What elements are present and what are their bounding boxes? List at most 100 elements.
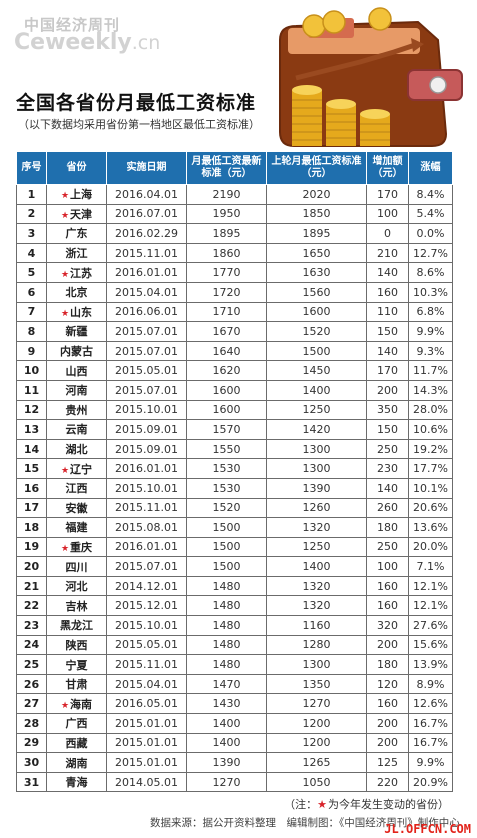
logo-wordmark: Ceweekly (14, 30, 132, 55)
cell-new-wage-text: 1950 (212, 207, 241, 221)
cell-no: 6 (16, 281, 47, 303)
cell-rate-text: 7.1% (416, 560, 445, 574)
cell-rate: 10.3% (408, 281, 453, 303)
cell-no: 21 (16, 575, 47, 597)
cell-old-wage: 1390 (266, 477, 367, 499)
cell-date: 2014.05.01 (106, 771, 187, 793)
cell-no-text: 13 (23, 422, 40, 436)
cell-increase: 150 (366, 321, 409, 342)
cell-rate: 10.1% (408, 477, 453, 499)
cell-new-wage-text: 1570 (212, 422, 241, 436)
cell-no-text: 25 (23, 658, 40, 672)
cell-old-wage-text: 1650 (302, 246, 331, 260)
cell-new-wage: 1550 (186, 438, 267, 460)
cell-new-wage: 1500 (186, 556, 267, 577)
cell-no: 17 (16, 497, 47, 519)
cell-new-wage-text: 1480 (212, 638, 241, 652)
cell-date: 2015.04.01 (106, 281, 187, 303)
cell-new-wage-text: 1270 (212, 775, 241, 789)
cell-increase: 0 (366, 223, 409, 244)
cell-province-text: 宁夏 (65, 658, 88, 672)
col-header-old-wage: 上轮月最低工资标准（元） (266, 151, 367, 185)
cell-increase-text: 250 (377, 540, 398, 554)
cell-rate: 28.0% (408, 399, 453, 421)
cell-old-wage: 1050 (266, 771, 367, 793)
cell-new-wage-text: 1600 (212, 403, 241, 417)
cell-no: 5 (16, 262, 47, 283)
cell-date-text: 2015.11.01 (115, 658, 178, 672)
table-row: 14 湖北 2015.09.01 1550 1300 250 19.2% (16, 438, 453, 460)
cell-date: 2015.10.01 (106, 399, 187, 421)
cell-no-text: 4 (27, 246, 36, 260)
table-row: 1 ★上海 2016.04.01 2190 2020 170 8.4% (16, 184, 453, 205)
cell-new-wage: 1390 (186, 752, 267, 773)
cell-province-text: 河南 (65, 384, 88, 398)
cell-increase: 200 (366, 634, 409, 656)
logo-domain: .cn (131, 32, 161, 54)
cell-increase-text: 250 (377, 442, 398, 456)
cell-rate-text: 12.6% (413, 697, 448, 711)
cell-old-wage: 1650 (266, 242, 367, 264)
cell-province: 内蒙古 (46, 340, 107, 362)
wage-table: 序号 省份 实施日期 月最低工资最新标准（元） 上轮月最低工资标准（元） 增加额… (16, 151, 453, 793)
table-row: 20 四川 2015.07.01 1500 1400 100 7.1% (16, 556, 453, 577)
cell-no: 4 (16, 242, 47, 264)
cell-rate: 10.6% (408, 419, 453, 440)
table-row: 27 ★海南 2016.05.01 1430 1270 160 12.6% (16, 693, 453, 715)
cell-rate-text: 12.7% (413, 246, 448, 260)
cell-increase-text: 150 (377, 324, 398, 338)
cell-rate: 17.7% (408, 458, 453, 479)
cell-increase: 125 (366, 752, 409, 773)
footnote: （注：★为今年发生变动的省份） (284, 796, 449, 812)
cell-rate-text: 20.0% (413, 540, 448, 554)
cell-rate-text: 13.9% (413, 658, 448, 672)
table-row: 6 北京 2015.04.01 1720 1560 160 10.3% (16, 281, 453, 303)
cell-rate: 8.4% (408, 184, 453, 205)
cell-new-wage: 1640 (186, 340, 267, 362)
cell-new-wage: 1480 (186, 615, 267, 636)
cell-rate: 20.0% (408, 536, 453, 558)
cell-rate: 12.7% (408, 242, 453, 264)
cell-date-text: 2015.01.01 (115, 736, 178, 750)
cell-date: 2015.07.01 (106, 340, 187, 362)
cell-old-wage: 1300 (266, 458, 367, 479)
cell-date: 2015.07.01 (106, 321, 187, 342)
cell-rate-text: 10.6% (413, 422, 448, 436)
cell-province: 宁夏 (46, 654, 107, 675)
cell-rate: 0.0% (408, 223, 453, 244)
table-row: 10 山西 2015.05.01 1620 1450 170 11.7% (16, 360, 453, 381)
cell-increase-text: 140 (377, 344, 398, 358)
cell-date-text: 2015.10.01 (115, 618, 178, 632)
table-row: 7 ★山东 2016.06.01 1710 1600 110 6.8% (16, 301, 453, 323)
coin-stack-1 (292, 85, 322, 146)
cell-old-wage-text: 1250 (302, 403, 331, 417)
cell-no-text: 28 (23, 716, 40, 730)
cell-province: 四川 (46, 556, 107, 577)
cell-rate: 19.2% (408, 438, 453, 460)
star-icon: ★ (60, 308, 70, 319)
cell-increase-text: 120 (377, 677, 398, 691)
cell-new-wage: 1600 (186, 379, 267, 401)
cell-new-wage: 1500 (186, 517, 267, 538)
cell-province-text: 陕西 (65, 638, 88, 652)
cell-province: 青海 (46, 771, 107, 793)
cell-no-text: 31 (23, 775, 40, 789)
cell-increase: 230 (366, 458, 409, 479)
table-row: 8 新疆 2015.07.01 1670 1520 150 9.9% (16, 321, 453, 342)
data-source: 数据来源：据公开资料整理 编辑制图：《中国经济周刊》制作中心 (150, 817, 460, 829)
cell-increase-text: 160 (377, 697, 398, 711)
cell-no-text: 26 (23, 677, 40, 691)
cell-no: 1 (16, 184, 47, 205)
cell-old-wage-text: 1270 (302, 697, 331, 711)
cell-rate-text: 9.9% (416, 756, 445, 770)
cell-old-wage: 1320 (266, 517, 367, 538)
cell-no-text: 9 (27, 344, 36, 358)
cell-new-wage: 1860 (186, 242, 267, 264)
cell-old-wage-text: 1390 (302, 481, 331, 495)
cell-old-wage-text: 1280 (302, 638, 331, 652)
cell-increase-text: 100 (377, 207, 398, 221)
cell-new-wage-text: 1500 (212, 560, 241, 574)
cell-new-wage: 1270 (186, 771, 267, 793)
cell-new-wage: 1500 (186, 536, 267, 558)
cell-no-text: 29 (23, 736, 40, 750)
